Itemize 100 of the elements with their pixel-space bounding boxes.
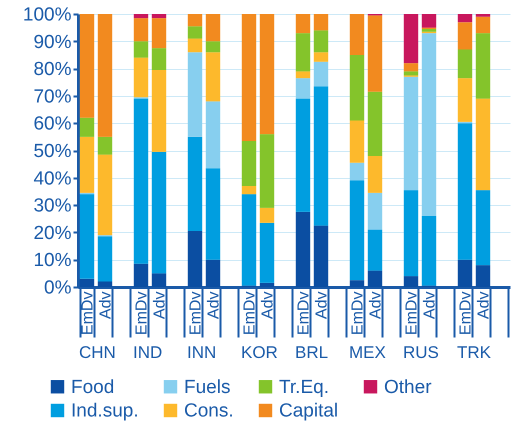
y-tick-label: 100% (22, 4, 72, 26)
bar (458, 260, 472, 287)
bar (134, 41, 148, 58)
text: MEX (349, 343, 386, 362)
bar (314, 30, 328, 52)
x-tick-label: Adv (368, 292, 384, 320)
y-tick-label: 60% (33, 114, 72, 135)
x-tick-label: EmDv (296, 292, 312, 336)
bar (206, 41, 220, 52)
bar (98, 282, 112, 287)
bar (260, 222, 274, 283)
bar (350, 120, 364, 163)
bar (98, 14, 112, 137)
bar (350, 162, 364, 181)
bar (80, 278, 94, 287)
legend-label: Other (384, 376, 432, 398)
bar (134, 98, 148, 264)
bar (260, 14, 274, 134)
y-tick-label: 30% (33, 196, 72, 217)
bar (260, 282, 274, 287)
y-tick-label: 50% (33, 141, 72, 162)
bar (404, 190, 418, 276)
bar (404, 71, 418, 76)
bar (458, 123, 472, 260)
bar (476, 265, 490, 287)
bar (242, 194, 256, 286)
bar (296, 98, 310, 212)
bar (476, 16, 490, 34)
x-tick-label: Adv (314, 292, 330, 320)
bar (134, 18, 148, 42)
bar (314, 86, 328, 226)
bar (476, 33, 490, 99)
bar (368, 230, 382, 271)
legend-label: Ind.sup. (71, 400, 139, 422)
bar (404, 63, 418, 72)
bar (422, 216, 436, 286)
bar (368, 192, 382, 230)
bar (314, 226, 328, 287)
bar (152, 14, 166, 18)
x-tick-label: EmDv (188, 292, 204, 336)
bar (314, 52, 328, 62)
x-tick-label: EmDv (350, 292, 366, 336)
bar (134, 58, 148, 98)
bar (188, 14, 202, 26)
x-tick-label: EmDv (80, 292, 96, 336)
bar (476, 98, 490, 190)
bar (98, 236, 112, 282)
x-tick-label: Adv (98, 292, 114, 320)
bar (476, 190, 490, 266)
y-tick-label: 90% (33, 32, 72, 53)
x-tick-label: EmDv (458, 292, 474, 336)
y-tick-label: 10% (33, 250, 72, 272)
bar (206, 101, 220, 168)
x-tick-label: Adv (206, 292, 222, 320)
legend-label: Cons. (184, 400, 234, 422)
bar (260, 134, 274, 208)
legend-label: Fuels (184, 376, 230, 398)
text: RUS (403, 343, 439, 362)
bar (152, 48, 166, 70)
bar (188, 136, 202, 232)
bar (134, 264, 148, 287)
bar (188, 52, 202, 137)
bar (188, 26, 202, 39)
legend-label: Capital (279, 400, 338, 422)
bar (152, 152, 166, 274)
bar (350, 180, 364, 280)
x-tick-label: Adv (152, 292, 168, 320)
bar (458, 22, 472, 50)
bar (242, 14, 256, 141)
bar (314, 14, 328, 30)
bar (296, 212, 310, 287)
bar (98, 154, 112, 236)
bar (80, 118, 94, 137)
bar (80, 136, 94, 193)
x-tick-label: Adv (260, 292, 276, 320)
bar (368, 15, 382, 92)
x-tick-label: EmDv (242, 292, 258, 336)
bar (260, 208, 274, 223)
text: CHN (79, 343, 116, 362)
bar (314, 62, 328, 86)
x-tick-label: Adv (422, 292, 438, 320)
y-tick-label: 0% (44, 278, 72, 298)
bar (242, 140, 256, 186)
text: INN (187, 343, 216, 362)
bar (296, 33, 310, 72)
bar (152, 70, 166, 152)
bar (458, 78, 472, 122)
bar (206, 168, 220, 260)
bar (296, 78, 310, 99)
bar (98, 136, 112, 155)
bar (80, 194, 94, 279)
bar (458, 14, 472, 22)
bar (422, 14, 436, 28)
x-tick-label: Adv (476, 292, 492, 320)
bar (458, 49, 472, 78)
bar (350, 280, 364, 287)
bar (134, 14, 148, 18)
bar (188, 38, 202, 52)
y-tick-label: 20% (33, 222, 72, 244)
text: BRL (295, 343, 328, 362)
